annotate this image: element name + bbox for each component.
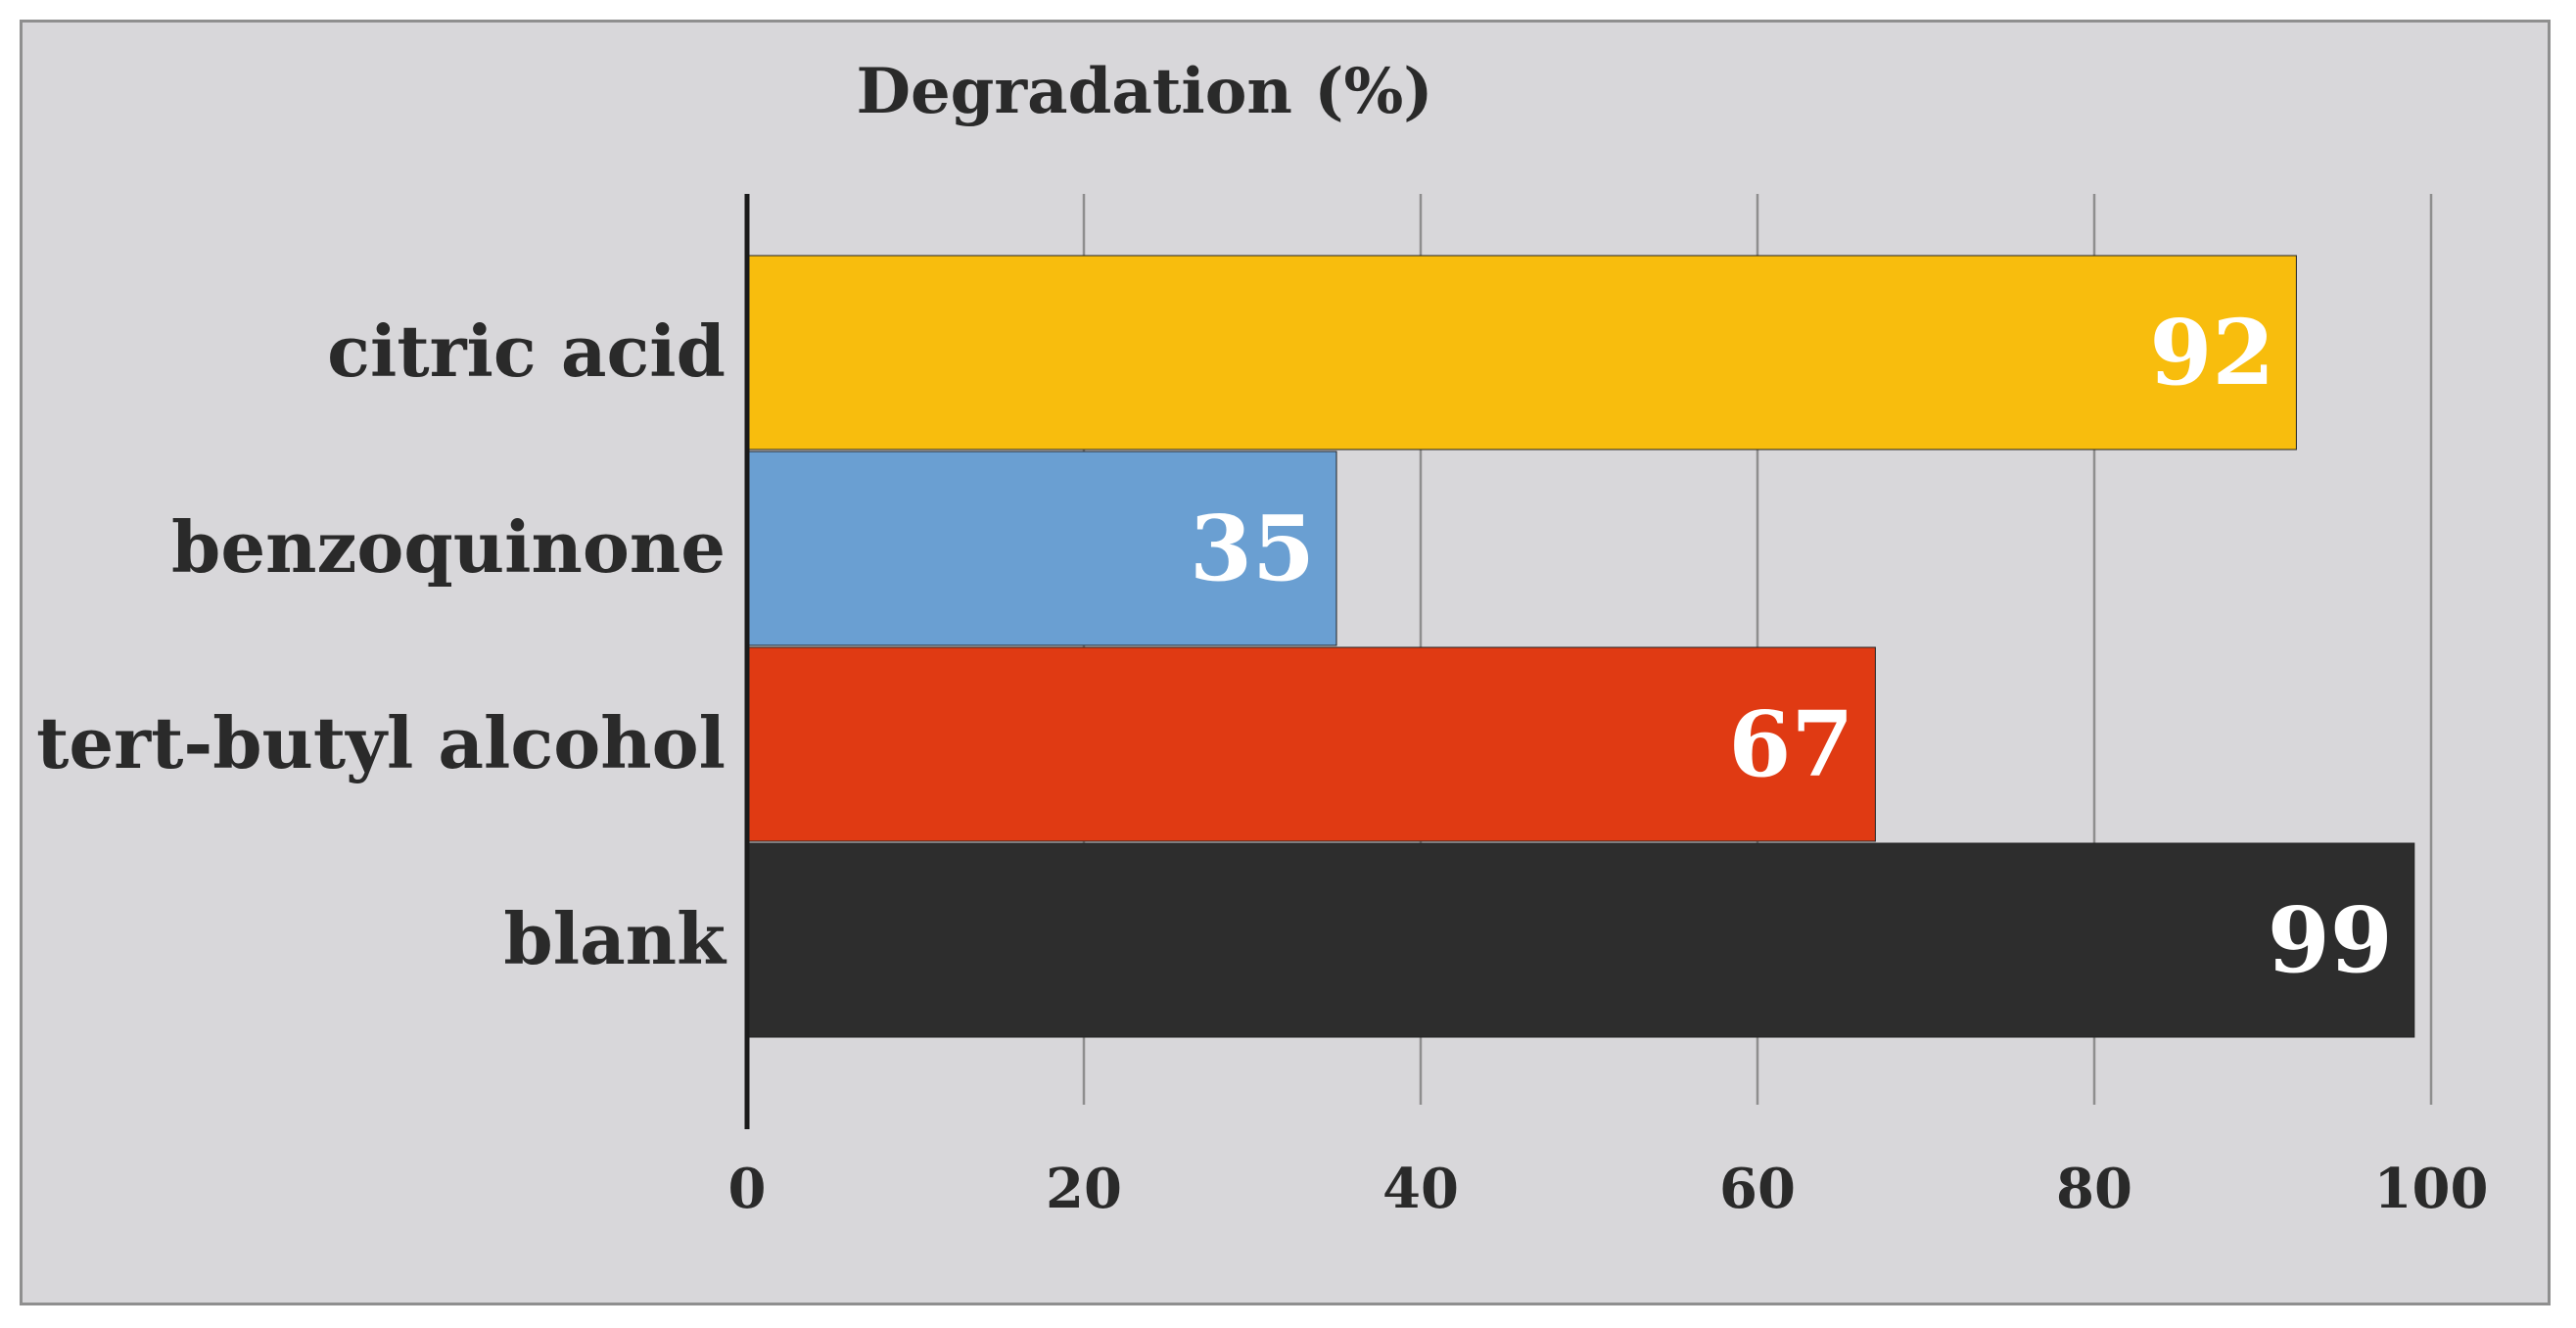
chart-title: Degradation (%)	[856, 55, 1432, 128]
bars	[746, 255, 2415, 1038]
category-label: citric acid	[327, 309, 726, 393]
x-tick-label: 20	[1046, 1157, 1122, 1221]
category-label: blank	[503, 897, 727, 980]
bar-chart: Degradation (%) 0 20 40 60 80 100 92 citric aci…	[36, 55, 2488, 1221]
x-tick-label: 40	[1382, 1157, 1459, 1221]
data-label: 99	[2268, 887, 2393, 993]
x-tick-label: 80	[2056, 1157, 2132, 1221]
bar	[746, 255, 2297, 451]
data-label: 35	[1190, 496, 1315, 601]
data-label: 67	[1728, 691, 1853, 797]
bar	[746, 842, 2415, 1038]
category-label: benzoquinone	[171, 505, 726, 589]
x-tick-label: 60	[1719, 1157, 1796, 1221]
data-label: 92	[2149, 300, 2274, 405]
x-tick-label: 0	[728, 1157, 767, 1221]
category-label: tert-butyl alcohol	[36, 701, 726, 784]
x-tick-label: 100	[2374, 1157, 2489, 1221]
bar	[746, 646, 1876, 842]
labels: 0 20 40 60 80 100 92 citric acid 35 benzoquinone 6…	[36, 300, 2488, 1221]
chart-frame: Degradation (%) 0 20 40 60 80 100 92 citric aci…	[20, 20, 2551, 1305]
